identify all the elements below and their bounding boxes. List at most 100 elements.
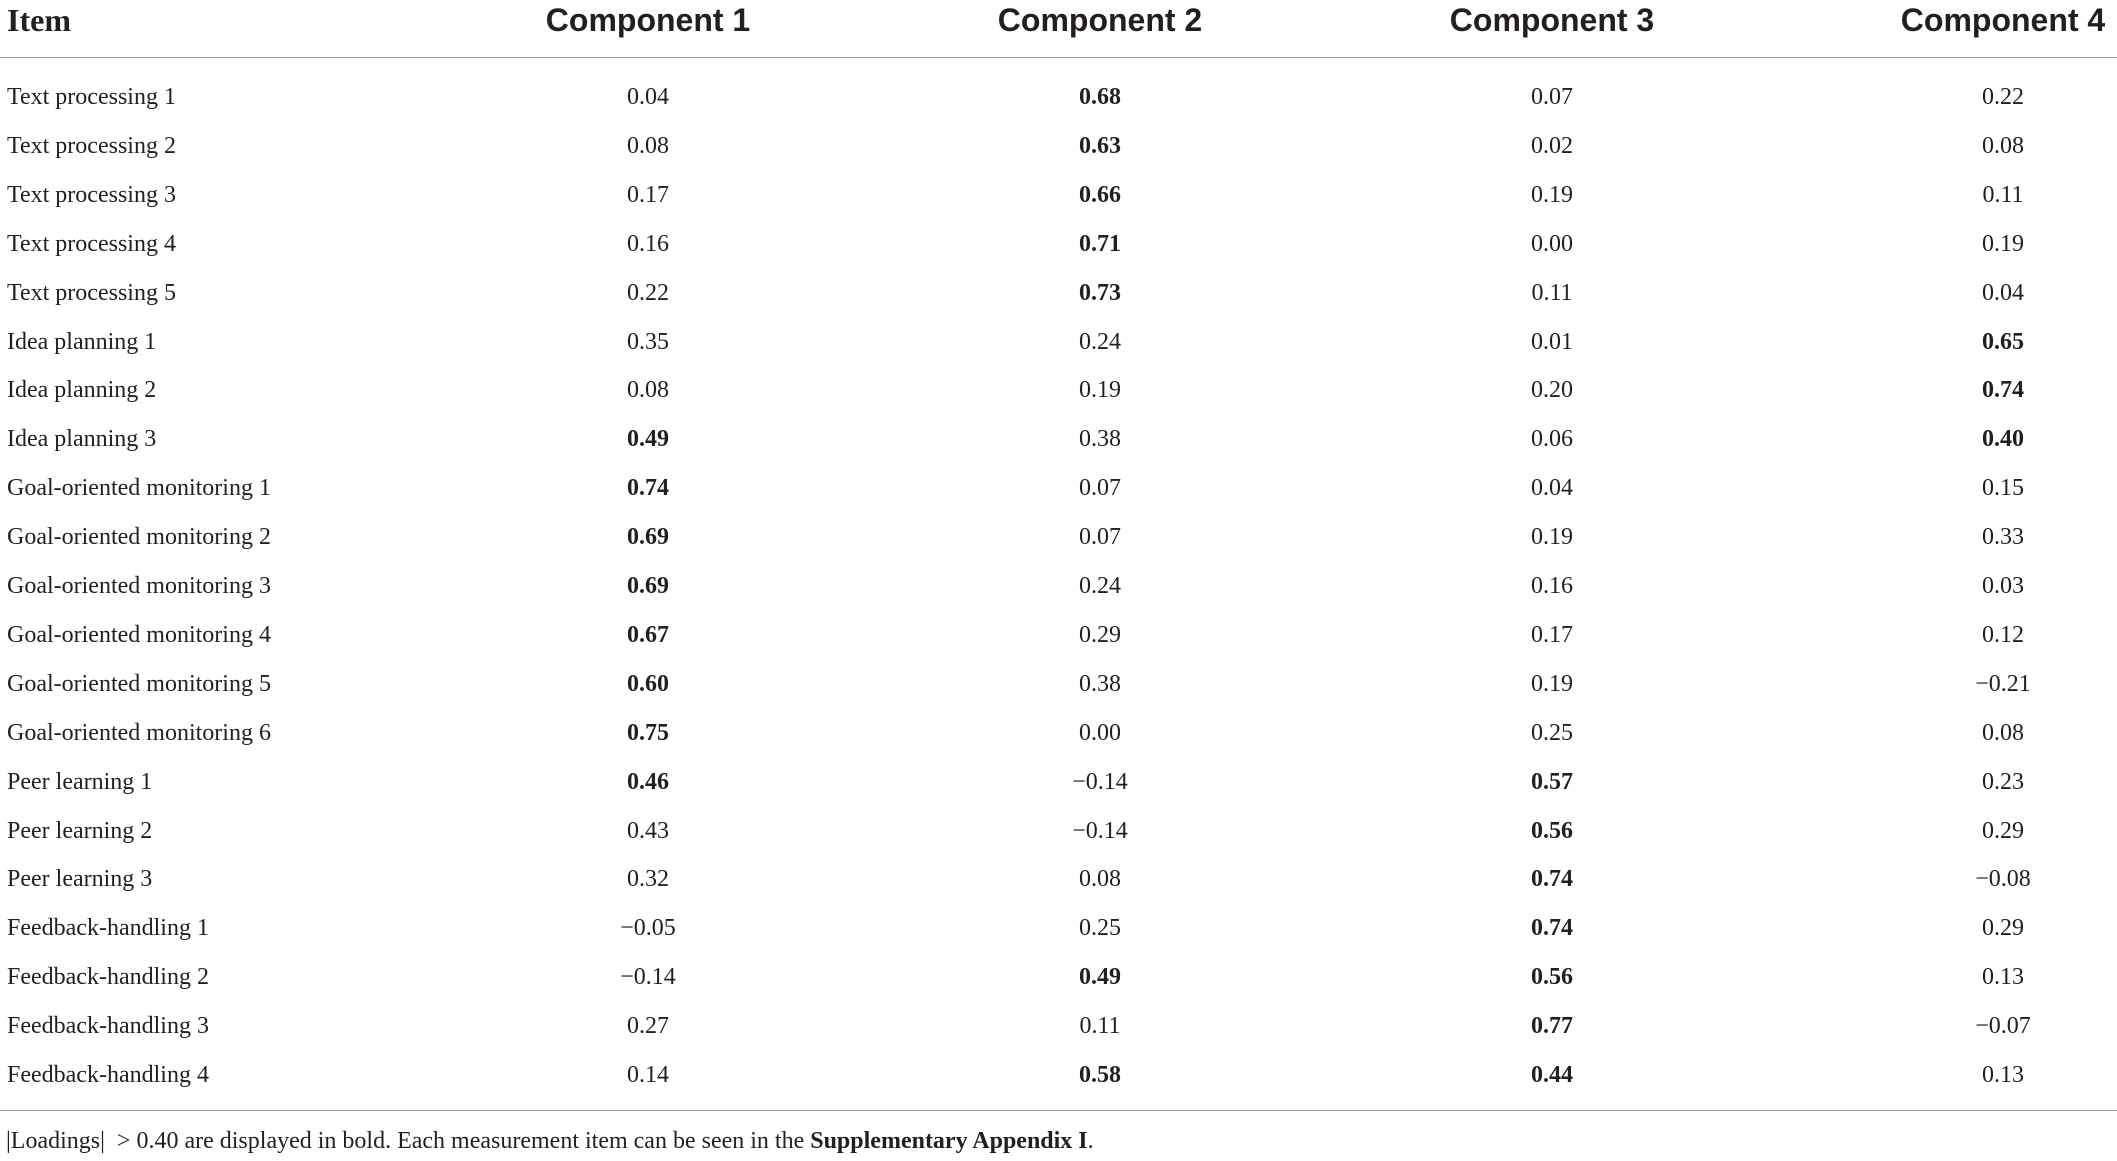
loading: 0.46 [627,768,669,795]
loading: 0.74 [1531,866,1573,893]
footnote-text: |Loadings| > 0.40 are displayed in bold.… [6,1128,811,1154]
footnote-emphasis: Supplementary Appendix I [810,1128,1088,1154]
loading: 0.71 [1079,230,1121,257]
loading: 0.69 [627,573,669,599]
loading: 0.19 [1531,181,1573,208]
bottom-rule [0,1110,2117,1111]
loading: 0.24 [1079,573,1121,599]
loading: 0.03 [1982,573,2024,599]
item-label: Text processing 3 [7,181,176,208]
item-label: Goal-oriented monitoring 6 [7,719,271,746]
loading: 0.04 [1531,475,1573,502]
loading: 0.74 [1982,377,2024,404]
loading: −0.05 [620,915,676,942]
header-component: Component 4 [1900,2,2106,38]
item-label: Text processing 1 [7,84,176,110]
loading: 0.17 [1531,621,1573,648]
loading: 0.23 [1982,768,2024,795]
loading: 0.75 [627,719,669,746]
loading: 0.04 [627,84,669,110]
item-label: Peer learning 1 [7,768,153,795]
loading: 0.74 [1531,915,1573,942]
loading: 0.19 [1982,230,2024,257]
loading: 0.24 [1079,328,1121,355]
loading: 0.66 [1079,181,1121,208]
loading: 0.12 [1982,621,2024,648]
loading: 0.07 [1079,524,1121,551]
item-label: Text processing 2 [7,132,176,159]
item-label: Feedback-handling 4 [7,1062,209,1088]
loading: 0.35 [627,328,669,355]
item-label: Peer learning 2 [7,817,153,844]
loading: 0.32 [627,866,669,893]
item-label: Goal-oriented monitoring 2 [7,524,271,551]
loading: −0.14 [620,964,676,991]
loading: 0.56 [1531,964,1573,991]
loading: 0.63 [1079,132,1121,159]
header-component: Component 2 [997,2,1203,38]
loading: 0.00 [1079,719,1121,746]
header-item: Item [7,2,71,38]
loading: 0.25 [1531,719,1573,746]
loading: 0.74 [627,475,669,502]
loading: 0.43 [627,817,669,844]
item-label: Feedback-handling 1 [7,915,209,942]
loading: 0.13 [1982,1062,2024,1088]
loading: 0.11 [1079,1013,1121,1040]
loading: 0.73 [1079,279,1121,306]
loading: 0.08 [1982,132,2024,159]
loading: 0.29 [1079,621,1121,648]
header-rule [0,57,2117,58]
loading: 0.65 [1982,328,2024,355]
loading: 0.08 [1982,719,2024,746]
item-label: Feedback-handling 2 [7,964,209,991]
item-label: Feedback-handling 3 [7,1013,209,1040]
loading: 0.07 [1079,475,1121,502]
item-label: Text processing 4 [7,230,176,257]
loading: 0.77 [1531,1013,1573,1040]
loading: 0.16 [627,230,669,257]
loading: 0.33 [1982,524,2024,551]
loading: 0.29 [1982,817,2024,844]
loading: −0.14 [1072,768,1128,795]
loading: 0.19 [1531,670,1573,697]
loading: 0.07 [1531,84,1573,110]
loading: 0.29 [1982,915,2024,942]
item-label: Peer learning 3 [7,866,153,893]
loading: 0.11 [1982,181,2024,208]
loading: 0.67 [627,621,669,648]
loading: 0.15 [1982,475,2024,502]
loading: 0.57 [1531,768,1573,795]
loading: 0.25 [1079,915,1121,942]
loading: 0.00 [1531,230,1573,257]
header-component: Component 3 [1449,2,1655,38]
loading: 0.22 [1982,84,2024,110]
loading: 0.38 [1079,426,1121,453]
loading: 0.44 [1531,1062,1573,1088]
loading: 0.08 [627,377,669,404]
loading: 0.14 [627,1062,669,1088]
loading: 0.27 [627,1013,669,1040]
footnote: |Loadings| > 0.40 are displayed in bold.… [6,1126,1094,1156]
loading: 0.08 [1079,866,1121,893]
loading: 0.20 [1531,377,1573,404]
item-label: Idea planning 1 [7,328,157,355]
loading: 0.04 [1982,279,2024,306]
loading: 0.13 [1982,964,2024,991]
header-component: Component 1 [545,2,751,38]
loading: 0.58 [1079,1062,1121,1088]
loading: 0.11 [1531,279,1573,306]
loading: 0.19 [1079,377,1121,404]
loading: 0.01 [1531,328,1573,355]
loading: 0.69 [627,524,669,551]
loading: 0.02 [1531,132,1573,159]
loading: −0.21 [1975,670,2031,697]
loading: 0.19 [1531,524,1573,551]
loading: 0.08 [627,132,669,159]
loading: 0.40 [1982,426,2024,453]
item-label: Goal-oriented monitoring 3 [7,573,271,599]
loading: −0.14 [1072,817,1128,844]
loading: 0.17 [627,181,669,208]
item-label: Idea planning 2 [7,377,157,404]
